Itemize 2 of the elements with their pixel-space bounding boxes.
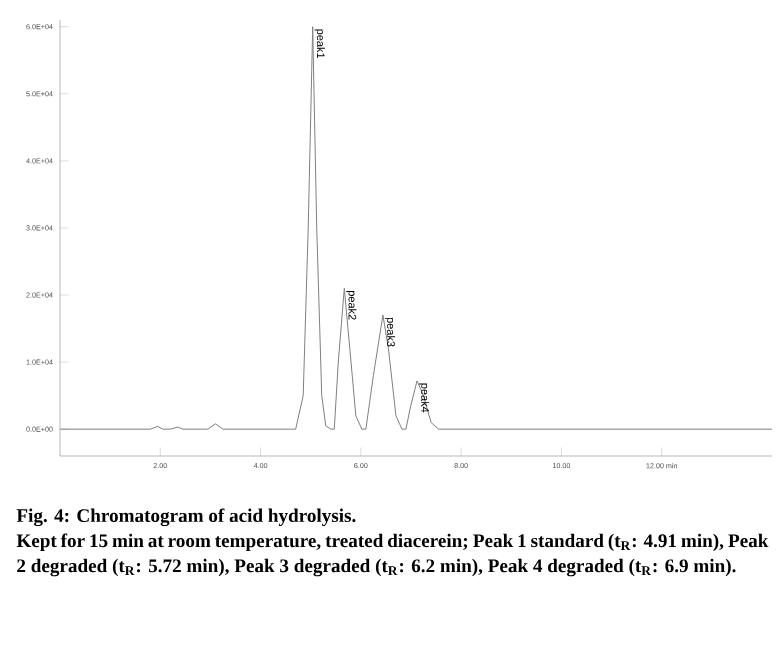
text: Fig. 4: Chromatogram of acid hydrolysis. [16,508,356,527]
text: Kept for 15 min at room temperature, treated diacerein; Peak 1 standard (t$_{R}$: 4.91 min), Peak 2 degraded (t$_{R}$: 5.72 min), Peak 3 degraded (t$_{R}$: 6.2 min), Peak 4 degraded (t$_{R}$: 6.9 min). [16,533,769,577]
